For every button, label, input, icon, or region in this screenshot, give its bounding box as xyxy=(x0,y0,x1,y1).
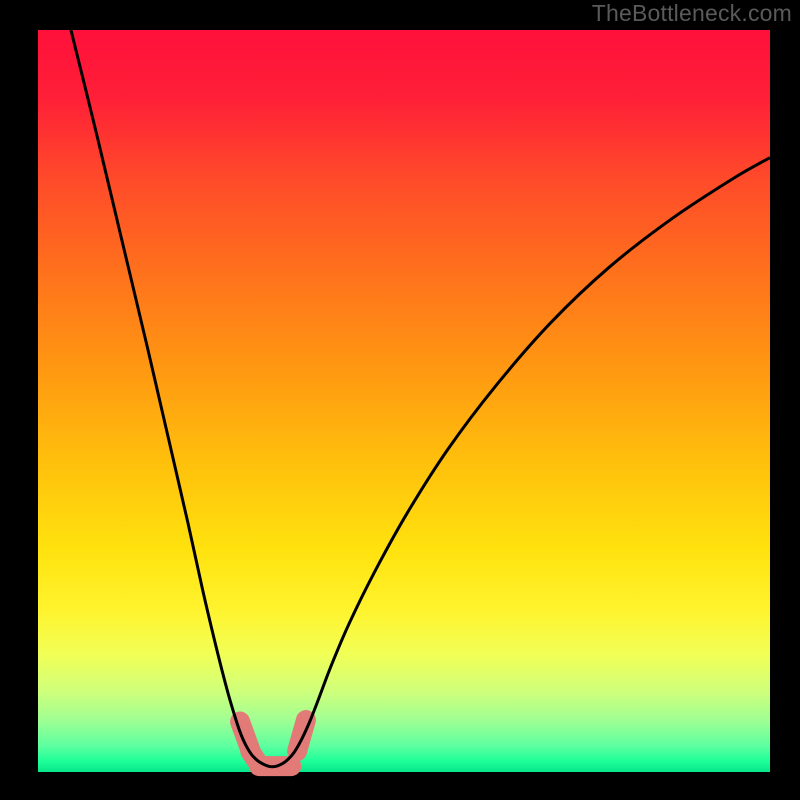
watermark-text: TheBottleneck.com xyxy=(592,0,792,27)
chart-frame: TheBottleneck.com xyxy=(0,0,800,800)
bottleneck-curve xyxy=(71,30,770,767)
marker-segments xyxy=(240,720,306,766)
plot-area xyxy=(38,30,770,772)
curve-layer xyxy=(38,30,770,772)
